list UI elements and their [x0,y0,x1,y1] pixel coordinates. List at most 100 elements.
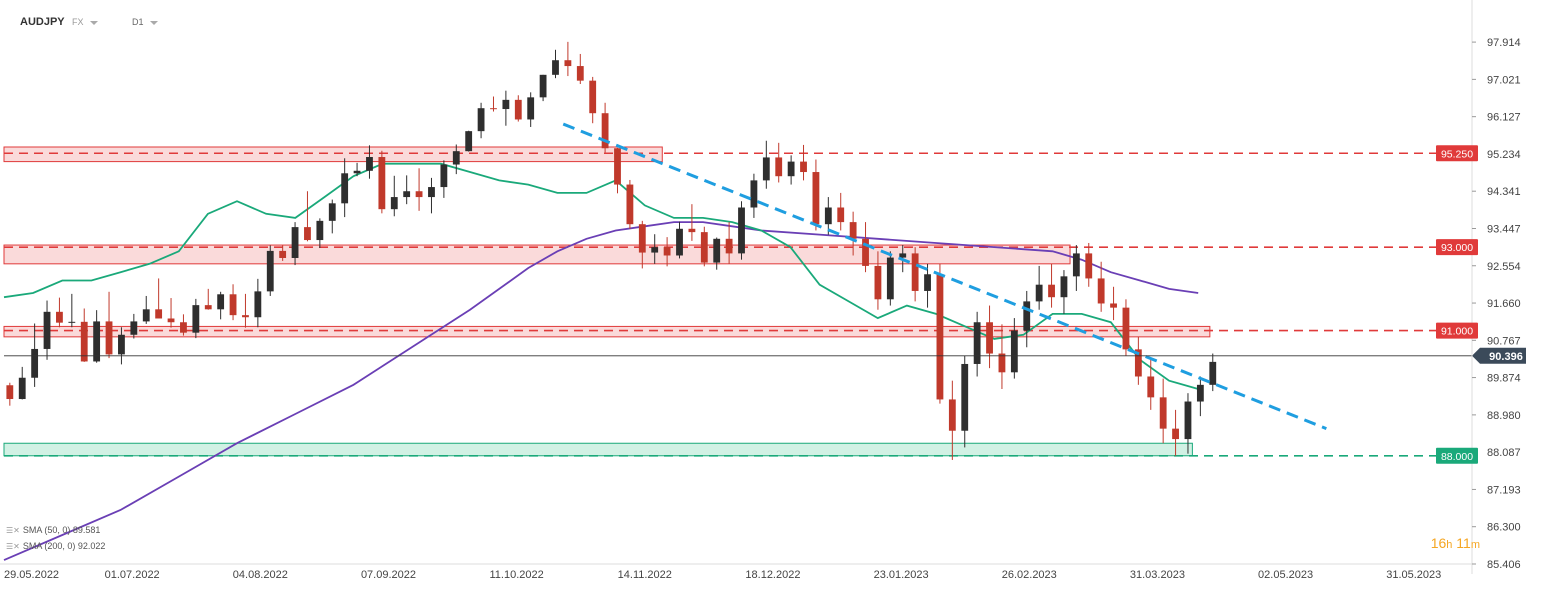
candle-body [688,228,696,233]
x-tick-label-10: 02.05.2023 [1258,569,1313,581]
candle-body [229,294,237,316]
x-tick-label-11: 31.05.2023 [1386,569,1441,581]
candle-body [1097,278,1105,304]
candle-body [1072,253,1080,277]
candle-body [750,180,758,208]
settings-icon[interactable]: ☰✕ [6,526,20,535]
candle-body [142,309,150,322]
candle-body [304,227,311,241]
candle-body [6,385,14,400]
candle-body [899,253,907,258]
sma50-line [3,162,1199,390]
candle-body [440,164,448,188]
candle-body [837,207,845,223]
legend-sma200[interactable]: ☰✕ SMA (200, 0) 92.022 [6,540,105,553]
candlesticks [6,41,1217,460]
candle-body [601,113,609,149]
candle-body [936,274,944,400]
candle-body [651,247,659,253]
y-axis: 97.914 97.021 96.127 95.234 94.341 93.447 92.5… [1471,0,1521,574]
candle-body [589,80,597,114]
candle-body [514,99,522,120]
candle-body [576,66,584,81]
y-tick-label-1: 97.021 [1487,74,1521,86]
candle-body [1184,401,1192,440]
candle-body [948,399,956,431]
candle-body [93,321,101,362]
candle-body [1122,307,1130,350]
y-tick-label-3: 95.234 [1487,149,1521,161]
candle-body [614,148,621,185]
legend-sma200-label: SMA (200, 0) 92.022 [22,541,106,551]
timer-hours: 16 [1430,535,1447,551]
timer-minutes: 11 [1456,535,1471,551]
candle-body [68,321,76,323]
candle-body [18,377,26,400]
candle-body [217,294,225,310]
y-tick-label-0: 97.914 [1487,37,1521,49]
candle-body [155,309,163,319]
candle-body [787,161,795,177]
level-label-1: 93.000 [1441,242,1473,254]
x-tick-label-3: 07.09.2022 [361,569,416,581]
current-price-label: 90.396 [1489,351,1523,363]
candle-body [924,274,931,291]
x-tick-label-4: 11.10.2022 [490,569,544,581]
candle-body [118,334,125,355]
source-selector[interactable]: FX [72,17,98,27]
candle-body [1159,397,1167,429]
x-tick-label-7: 23.01.2023 [874,569,929,581]
candle-body [192,305,200,333]
candle-body [849,222,857,239]
candle-body [911,253,919,291]
symbol-label[interactable]: AUDJPY [20,16,65,28]
level-label-0: 95.250 [1441,148,1473,160]
candle-body [477,108,485,132]
candle-body [1134,349,1142,377]
level-labels[interactable]: 95.250 93.000 91.000 88.000 [1436,145,1478,464]
candle-body [1035,284,1043,302]
candle-body [316,220,324,241]
candle-body [812,172,820,225]
x-tick-label-0: 29.05.2022 [4,569,59,581]
candle-body [1010,330,1018,373]
candle-body [638,224,646,253]
candle-body [973,322,981,364]
x-axis: 29.05.2022 01.07.2022 04.08.2022 07.09.2022… [0,563,1472,581]
y-tick-label-8: 90.767 [1487,335,1521,347]
settings-icon[interactable]: ☰✕ [6,542,20,551]
candle-body [564,60,572,67]
level-badge-2 [1436,322,1478,339]
candle-body [105,321,113,355]
y-tick-label-2: 96.127 [1487,112,1521,124]
horizontal-levels [4,152,1436,457]
y-tick-label-9: 89.874 [1487,373,1521,385]
y-tick-label-12: 87.193 [1487,484,1521,496]
candle-body [775,157,783,177]
legend-sma50-label: SMA (50, 0) 89.581 [22,525,101,535]
candle-body [204,305,212,310]
candle-body [527,97,535,120]
timeframe-selector[interactable]: D1 [132,17,158,27]
candle-body [663,247,671,256]
candle-body [390,197,398,210]
x-tick-label-9: 31.03.2023 [1130,569,1185,581]
candle-body [1196,384,1204,402]
legend-sma50[interactable]: ☰✕ SMA (50, 0) 89.581 [6,524,100,537]
candle-body [862,238,869,266]
candle-body [1023,301,1031,331]
candle-body [738,207,745,254]
candle-body [353,170,361,174]
candle-body [242,315,249,318]
y-tick-label-10: 88.980 [1487,410,1521,422]
zone-0 [3,146,663,163]
candle-body [291,227,299,258]
y-tick-label-4: 94.341 [1487,186,1521,198]
candle-body [415,191,423,198]
x-tick-label-2: 04.08.2022 [233,569,288,581]
candle-body [279,250,287,258]
y-tick-label-14: 85.406 [1487,559,1521,571]
candle-body [713,238,721,263]
downtrend-line [562,122,1327,431]
